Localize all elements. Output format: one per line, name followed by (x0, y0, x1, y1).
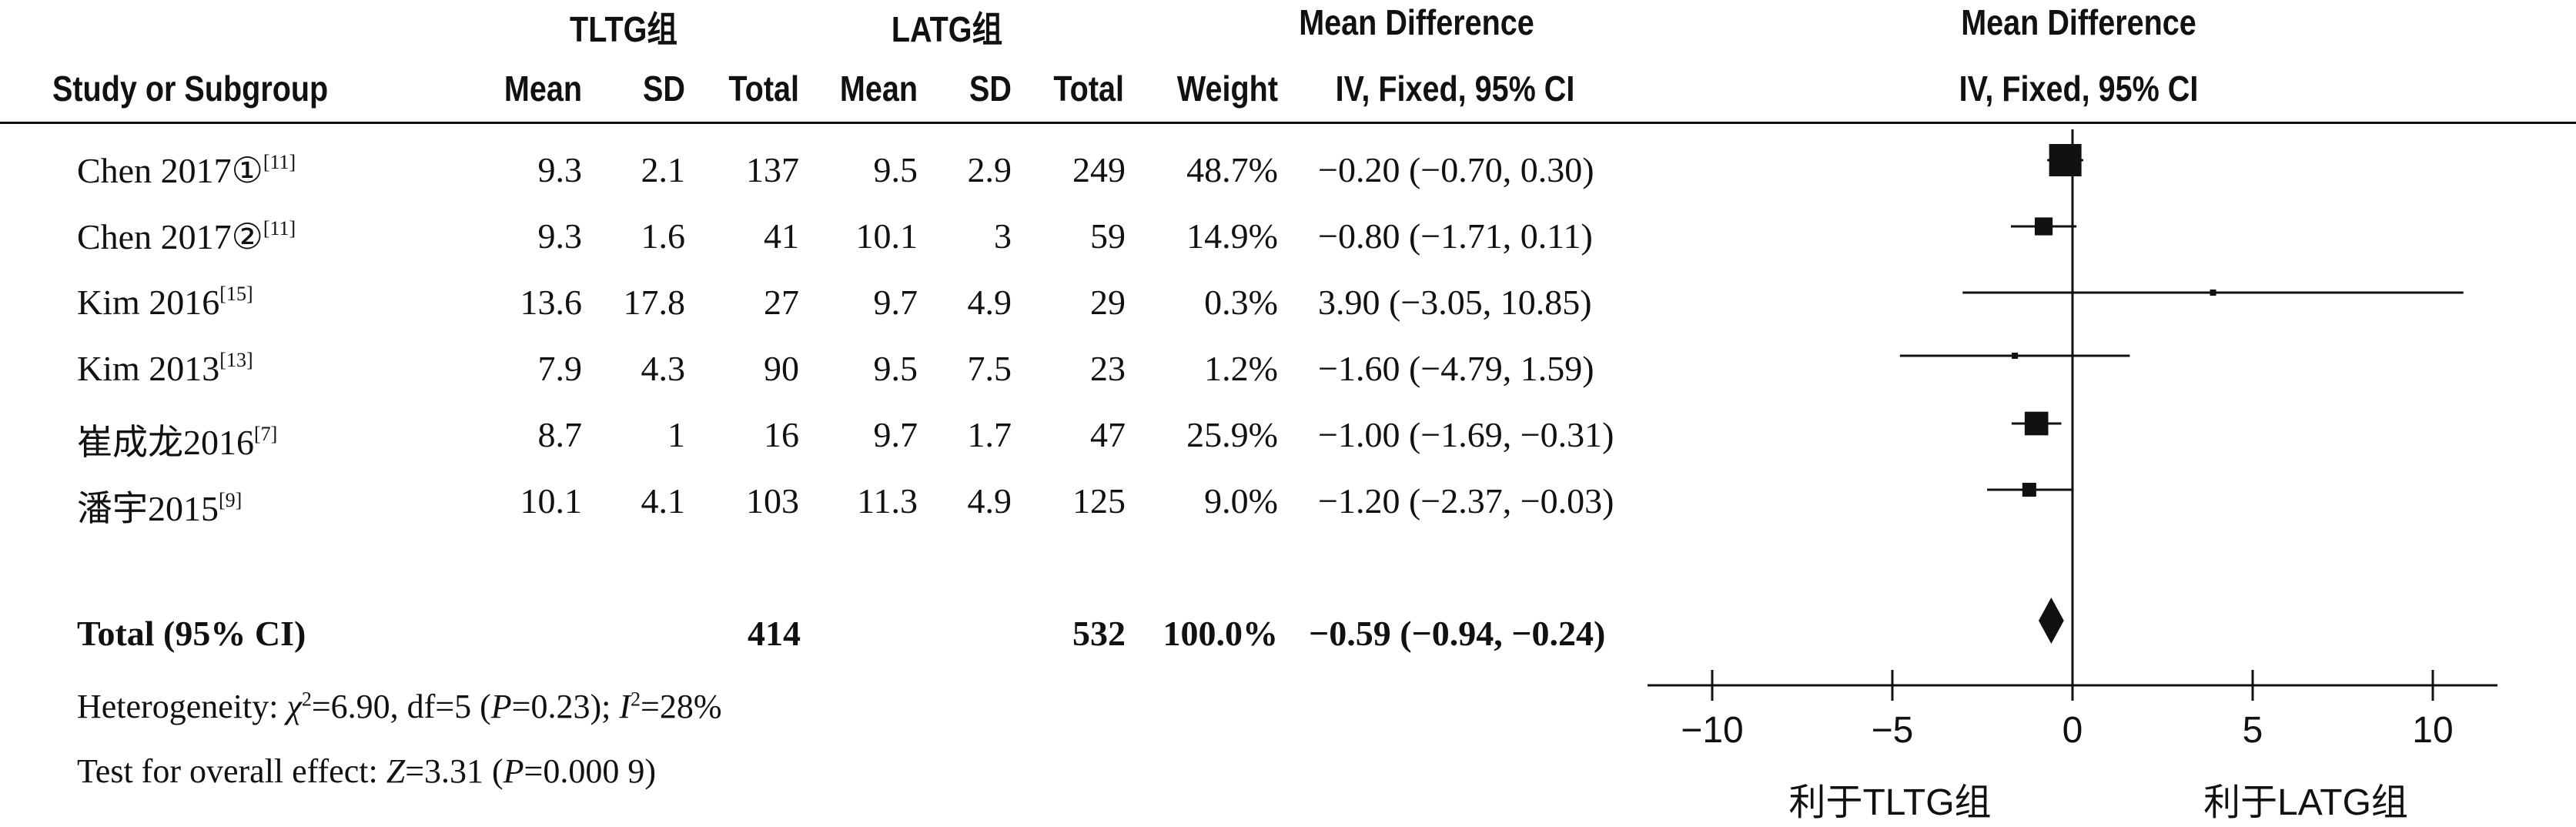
study-marker (2034, 217, 2053, 236)
total-label: Total (95% CI) (77, 614, 306, 653)
study-ci-text: 3.90 (−3.05, 10.85) (1318, 283, 1592, 322)
study-sd-cell: 1 (667, 415, 685, 454)
total1-value: 414 (748, 614, 801, 653)
study-ci-text: −1.00 (−1.69, −0.31) (1318, 415, 1614, 454)
study-marker (2022, 482, 2036, 497)
study-weight-cell: 48.7% (1186, 150, 1278, 189)
mean1-header: Mean (503, 69, 582, 109)
study-total-cell: 59 (1090, 216, 1126, 256)
ci-left-header: IV, Fixed, 95% CI (1335, 69, 1575, 109)
study-total-cell: 47 (1090, 415, 1126, 454)
study-total-cell: 137 (746, 150, 799, 189)
study-marker (2012, 353, 2019, 359)
study-sd-cell: 2.9 (967, 150, 1012, 189)
study-mean-cell: 10.1 (520, 481, 583, 521)
study-sd-cell: 4.1 (641, 481, 686, 521)
study-weight-cell: 1.2% (1204, 349, 1278, 388)
study-total-cell: 249 (1072, 150, 1126, 189)
study-sd-cell: 3 (994, 216, 1012, 256)
favours-right-label: 利于LATG组 (2203, 782, 2408, 823)
header-rule (0, 122, 2576, 124)
overall-effect-text: Test for overall effect: Z=3.31 (P=0.000… (77, 752, 657, 790)
study-name: Kim 2013[13] (77, 349, 253, 388)
md-left-header: Mean Difference (1299, 2, 1534, 42)
x-tick-label: 10 (2412, 710, 2453, 751)
total2-header: Total (1053, 69, 1124, 109)
study-mean-cell: 9.5 (873, 150, 918, 189)
total-ci-text: −0.59 (−0.94, −0.24) (1309, 614, 1606, 653)
total1-header: Total (728, 69, 799, 109)
study-mean-cell: 9.5 (873, 349, 918, 388)
study-marker (2024, 411, 2049, 436)
study-mean-cell: 9.7 (873, 415, 918, 454)
mean2-header: Mean (839, 69, 918, 109)
md-right-header: Mean Difference (1961, 2, 2196, 42)
study-total-cell: 23 (1090, 349, 1126, 388)
pooled-diamond (2039, 598, 2064, 644)
x-tick-label: −5 (1872, 710, 1914, 751)
total-weight: 100.0% (1163, 614, 1279, 653)
study-sd-cell: 17.8 (623, 283, 686, 322)
x-tick-label: −10 (1681, 710, 1743, 751)
study-mean-cell: 11.3 (857, 481, 918, 521)
study-total-cell: 16 (764, 415, 799, 454)
favours-left-label: 利于TLTG组 (1788, 782, 1991, 823)
study-total-cell: 41 (764, 216, 799, 256)
x-tick-label: 5 (2243, 710, 2263, 751)
study-sd-cell: 4.9 (967, 481, 1012, 521)
study-total-cell: 125 (1072, 481, 1126, 521)
study-sd-cell: 2.1 (641, 150, 686, 189)
sd1-header: SD (643, 69, 685, 109)
study-mean-cell: 9.3 (537, 216, 583, 256)
sd2-header: SD (969, 69, 1012, 109)
study-mean-cell: 9.3 (537, 150, 583, 189)
study-name: Chen 2017②[11] (77, 217, 296, 256)
x-tick-label: 0 (2062, 710, 2083, 751)
study-total-cell: 27 (764, 283, 799, 322)
study-column-header: Study or Subgroup (52, 69, 329, 109)
weight-header: Weight (1176, 69, 1278, 109)
study-name: Kim 2016[15] (77, 283, 253, 322)
study-weight-cell: 25.9% (1186, 415, 1278, 454)
study-ci-text: −0.80 (−1.71, 0.11) (1318, 216, 1593, 256)
study-weight-cell: 0.3% (1204, 283, 1278, 322)
study-mean-cell: 10.1 (855, 216, 918, 256)
study-mean-cell: 13.6 (520, 283, 583, 322)
study-sd-cell: 4.9 (967, 283, 1012, 322)
study-name: Chen 2017①[11] (77, 151, 296, 190)
heterogeneity-text: Heterogeneity: χ2=6.90, df=5 (P=0.23); I… (77, 688, 722, 725)
study-total-cell: 29 (1090, 283, 1126, 322)
study-sd-cell: 1.7 (967, 415, 1012, 454)
study-marker (2210, 290, 2216, 296)
study-ci-text: −1.20 (−2.37, −0.03) (1318, 481, 1614, 521)
study-name: 崔成龙2016[7] (77, 423, 278, 462)
total2-value: 532 (1072, 614, 1126, 653)
ci-right-header: IV, Fixed, 95% CI (1959, 69, 2199, 109)
study-total-cell: 90 (764, 349, 799, 388)
study-total-cell: 103 (746, 481, 799, 521)
study-mean-cell: 9.7 (873, 283, 918, 322)
study-mean-cell: 8.7 (537, 415, 583, 454)
study-ci-text: −1.60 (−4.79, 1.59) (1318, 349, 1594, 388)
study-mean-cell: 7.9 (537, 349, 583, 388)
study-weight-cell: 9.0% (1204, 481, 1278, 521)
study-name: 潘宇2015[9] (77, 489, 243, 528)
study-sd-cell: 1.6 (641, 216, 686, 256)
study-sd-cell: 7.5 (967, 349, 1012, 388)
study-sd-cell: 4.3 (641, 349, 686, 388)
study-marker (2049, 144, 2082, 176)
group2-header: LATG组 (891, 9, 1003, 49)
study-ci-text: −0.20 (−0.70, 0.30) (1318, 150, 1594, 189)
group1-header: TLTG组 (570, 9, 677, 49)
study-weight-cell: 14.9% (1186, 216, 1278, 256)
